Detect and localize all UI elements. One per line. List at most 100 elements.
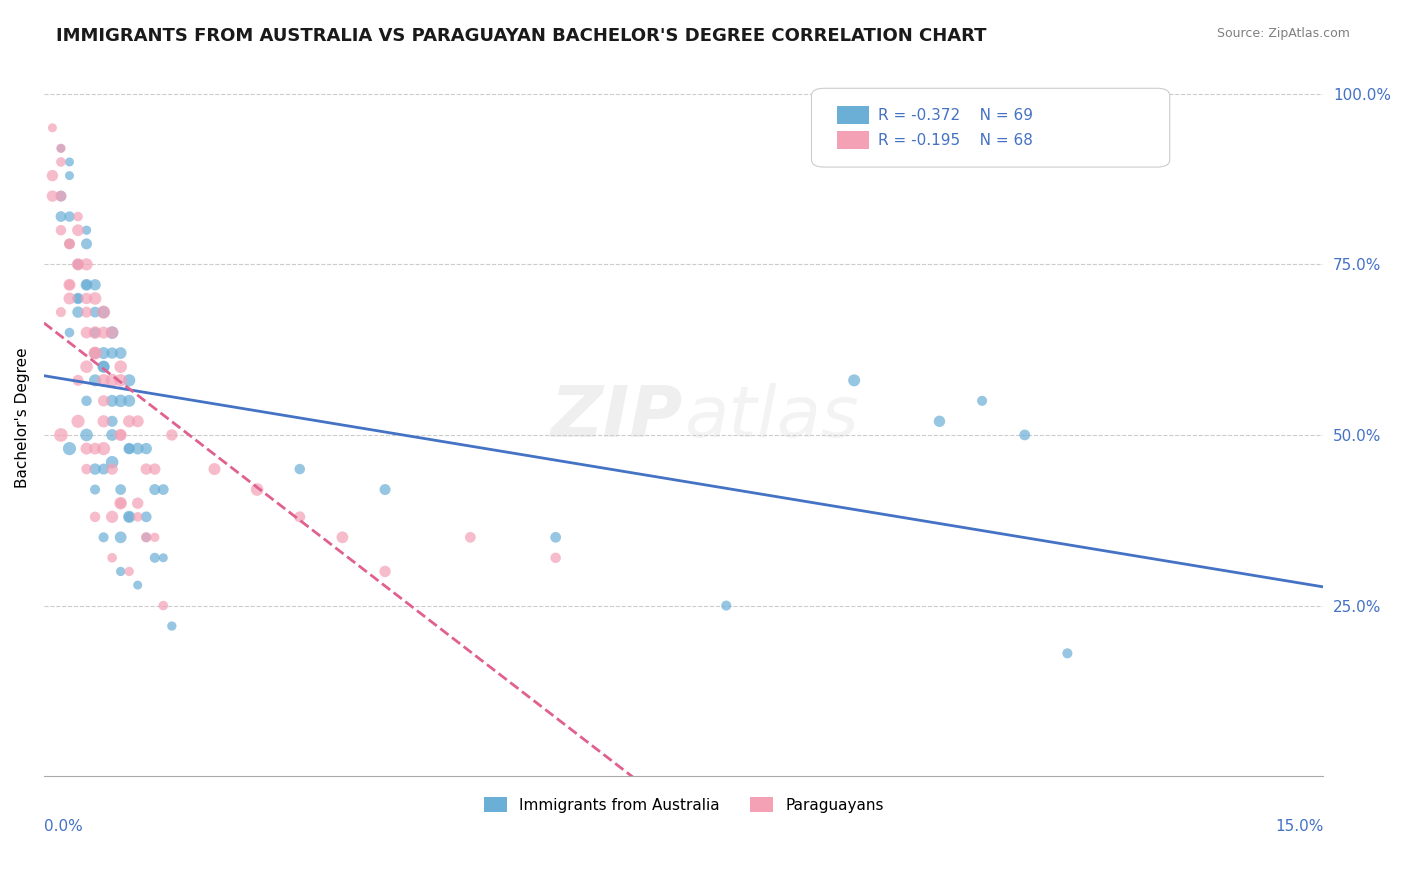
Point bbox=[58, 442, 80, 456]
Point bbox=[118, 509, 141, 524]
Point bbox=[93, 414, 115, 428]
Point bbox=[1056, 646, 1078, 660]
Point bbox=[110, 565, 132, 579]
Point bbox=[101, 550, 124, 565]
Text: ZIP: ZIP bbox=[551, 384, 683, 452]
Point bbox=[76, 359, 98, 374]
Point bbox=[101, 455, 124, 469]
Point bbox=[66, 292, 89, 306]
Point bbox=[58, 236, 80, 251]
Point bbox=[93, 305, 115, 319]
Point bbox=[58, 155, 80, 169]
Point bbox=[127, 442, 149, 456]
Point bbox=[66, 223, 89, 237]
Point bbox=[110, 530, 132, 544]
Point bbox=[928, 414, 950, 428]
Point bbox=[332, 530, 354, 544]
Point bbox=[49, 428, 72, 442]
Point bbox=[204, 462, 226, 476]
Point bbox=[93, 359, 115, 374]
Point bbox=[84, 326, 107, 340]
Point bbox=[118, 373, 141, 387]
Point bbox=[160, 619, 183, 633]
Point bbox=[101, 393, 124, 408]
Point bbox=[118, 565, 141, 579]
Point bbox=[84, 292, 107, 306]
Point bbox=[101, 326, 124, 340]
Point bbox=[1014, 428, 1036, 442]
Point bbox=[127, 496, 149, 510]
Point bbox=[49, 155, 72, 169]
Point bbox=[118, 442, 141, 456]
Point bbox=[66, 305, 89, 319]
Point bbox=[76, 305, 98, 319]
Point bbox=[58, 277, 80, 292]
Point bbox=[76, 223, 98, 237]
Point bbox=[76, 442, 98, 456]
Point bbox=[93, 305, 115, 319]
Point bbox=[152, 599, 174, 613]
Point bbox=[76, 393, 98, 408]
Point bbox=[101, 326, 124, 340]
Point bbox=[93, 462, 115, 476]
Point bbox=[49, 189, 72, 203]
Point bbox=[84, 462, 107, 476]
Point bbox=[118, 393, 141, 408]
Bar bbox=[837, 131, 869, 149]
Point bbox=[544, 530, 567, 544]
Point bbox=[76, 462, 98, 476]
Point bbox=[41, 169, 63, 183]
Point bbox=[84, 277, 107, 292]
Point bbox=[110, 428, 132, 442]
Point bbox=[66, 257, 89, 271]
Point bbox=[374, 565, 396, 579]
Point bbox=[118, 509, 141, 524]
Point bbox=[93, 373, 115, 387]
Text: IMMIGRANTS FROM AUSTRALIA VS PARAGUAYAN BACHELOR'S DEGREE CORRELATION CHART: IMMIGRANTS FROM AUSTRALIA VS PARAGUAYAN … bbox=[56, 27, 987, 45]
Point bbox=[84, 346, 107, 360]
Point bbox=[160, 428, 183, 442]
Point bbox=[246, 483, 269, 497]
Point bbox=[84, 346, 107, 360]
Point bbox=[93, 346, 115, 360]
Point bbox=[101, 414, 124, 428]
Point bbox=[374, 483, 396, 497]
Point bbox=[143, 483, 166, 497]
Point bbox=[93, 393, 115, 408]
Point bbox=[110, 428, 132, 442]
Point bbox=[110, 483, 132, 497]
Point bbox=[110, 346, 132, 360]
Y-axis label: Bachelor's Degree: Bachelor's Degree bbox=[15, 348, 30, 488]
Point bbox=[66, 373, 89, 387]
Point bbox=[93, 442, 115, 456]
Point bbox=[58, 326, 80, 340]
Point bbox=[66, 257, 89, 271]
Point bbox=[76, 236, 98, 251]
Point bbox=[66, 292, 89, 306]
Point bbox=[110, 393, 132, 408]
Point bbox=[118, 442, 141, 456]
Point bbox=[118, 414, 141, 428]
Point bbox=[58, 210, 80, 224]
Point bbox=[84, 442, 107, 456]
Point bbox=[101, 346, 124, 360]
Point bbox=[143, 550, 166, 565]
Point bbox=[66, 257, 89, 271]
Point bbox=[101, 373, 124, 387]
Point bbox=[716, 599, 738, 613]
Point bbox=[76, 326, 98, 340]
Point bbox=[66, 414, 89, 428]
Point bbox=[972, 393, 994, 408]
Text: atlas: atlas bbox=[683, 384, 858, 452]
Point bbox=[66, 210, 89, 224]
Text: 15.0%: 15.0% bbox=[1275, 819, 1323, 834]
Point bbox=[93, 530, 115, 544]
Text: Source: ZipAtlas.com: Source: ZipAtlas.com bbox=[1216, 27, 1350, 40]
Point bbox=[93, 326, 115, 340]
FancyBboxPatch shape bbox=[811, 88, 1170, 167]
Point bbox=[101, 428, 124, 442]
Point bbox=[127, 414, 149, 428]
Point bbox=[152, 483, 174, 497]
Point bbox=[84, 346, 107, 360]
Point bbox=[135, 442, 157, 456]
